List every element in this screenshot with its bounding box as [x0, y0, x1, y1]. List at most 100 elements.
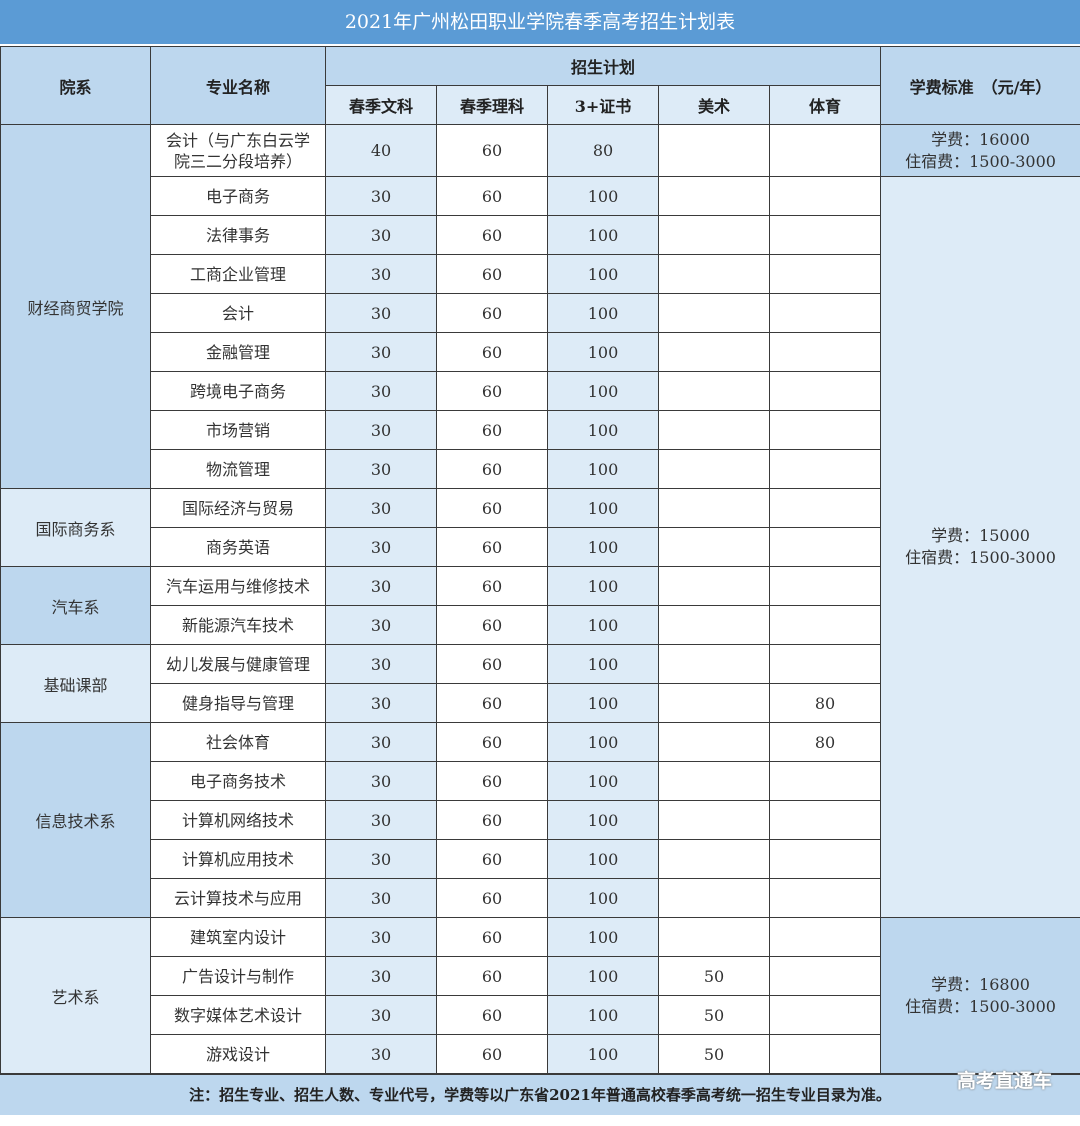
plan-value: 100: [547, 449, 659, 489]
tuition-fee: 学费：16000: [931, 129, 1030, 149]
plan-value: 30: [325, 800, 437, 840]
plan-value: 40: [325, 124, 437, 177]
plan-value: 30: [325, 839, 437, 879]
plan-value: 100: [547, 800, 659, 840]
major-name: 商务英语: [150, 527, 326, 567]
enrollment-table: 院系 专业名称 招生计划 学费标准 （元/年） 春季文科 春季理科 3+证书 美…: [0, 46, 1080, 1074]
lodging-fee: 住宿费：1500-3000: [905, 548, 1056, 567]
plan-value: 100: [547, 410, 659, 450]
header-plan: 招生计划: [324, 46, 882, 86]
plan-value: [658, 722, 770, 762]
plan-value: 100: [547, 566, 659, 606]
table-row: 商务英语 30 60 100: [1, 527, 1080, 567]
plan-value: 30: [325, 917, 437, 957]
plan-value: [768, 917, 882, 957]
plan-value: 30: [325, 332, 437, 372]
major-name: 汽车运用与维修技术: [150, 566, 326, 606]
plan-value: 60: [436, 176, 548, 216]
table-row: 广告设计与制作 30 60 100 50: [1, 956, 1080, 996]
plan-value: 60: [436, 644, 548, 684]
lodging-fee: 住宿费：1500-3000: [905, 996, 1056, 1016]
header-plan-col: 3+证书: [547, 85, 659, 125]
header-plan-col: 春季文科: [325, 85, 437, 125]
major-name: 电子商务技术: [150, 761, 326, 801]
plan-value: 60: [436, 254, 548, 294]
plan-value: [658, 800, 770, 840]
plan-value: 30: [325, 761, 437, 801]
plan-value: 60: [436, 332, 548, 372]
plan-value: 100: [547, 761, 659, 801]
plan-value: [768, 1034, 882, 1074]
plan-value: 30: [325, 605, 437, 645]
plan-value: 60: [436, 1034, 548, 1074]
plan-value: 50: [658, 1034, 770, 1074]
plan-value: 30: [325, 644, 437, 684]
table-row: 基础课部 幼儿发展与健康管理 30 60 100: [0, 644, 1080, 723]
table-row: 工商企业管理 30 60 100: [1, 254, 1080, 294]
plan-value: [658, 410, 770, 450]
table-row: 计算机网络技术 30 60 100: [1, 800, 1080, 840]
plan-value: 100: [547, 878, 659, 918]
plan-value: 100: [547, 722, 659, 762]
table-row: 健身指导与管理 30 60 100 80: [1, 683, 1080, 723]
major-name: 市场营销: [150, 410, 326, 450]
plan-value: [768, 293, 882, 333]
plan-value: 30: [325, 566, 437, 606]
plan-value: 60: [436, 566, 548, 606]
table-row: 国际商务系 国际经济与贸易 30 60 100: [0, 488, 1080, 567]
plan-value: 60: [436, 410, 548, 450]
plan-value: 80: [547, 124, 659, 177]
department-cell: 财经商贸学院: [0, 124, 151, 489]
plan-value: 100: [547, 293, 659, 333]
plan-value: 100: [547, 605, 659, 645]
plan-value: 50: [658, 956, 770, 996]
plan-value: 100: [547, 683, 659, 723]
plan-value: [768, 449, 882, 489]
major-name: 数字媒体艺术设计: [150, 995, 326, 1035]
plan-value: 60: [436, 956, 548, 996]
plan-value: 30: [325, 527, 437, 567]
header-plan-col: 美术: [658, 85, 770, 125]
plan-value: 60: [436, 293, 548, 333]
table-row: 游戏设计 30 60 100 50: [1, 1034, 1080, 1074]
table-row: 市场营销 30 60 100: [1, 410, 1080, 450]
plan-value: 30: [325, 995, 437, 1035]
plan-value: 100: [547, 332, 659, 372]
plan-value: 100: [547, 488, 659, 528]
plan-value: 100: [547, 215, 659, 255]
major-name: 金融管理: [150, 332, 326, 372]
plan-value: [658, 644, 770, 684]
table-row: 汽车系 汽车运用与维修技术 30 60 100: [0, 566, 1080, 645]
plan-value: [658, 332, 770, 372]
plan-value: 60: [436, 878, 548, 918]
plan-value: [658, 839, 770, 879]
major-name: 计算机网络技术: [150, 800, 326, 840]
plan-value: 30: [325, 371, 437, 411]
table-row: 法律事务 30 60 100: [1, 215, 1080, 255]
plan-value: 100: [547, 995, 659, 1035]
plan-value: [768, 839, 882, 879]
plan-value: [658, 527, 770, 567]
plan-value: [658, 449, 770, 489]
plan-value: 30: [325, 683, 437, 723]
table-row: 计算机应用技术 30 60 100: [1, 839, 1080, 879]
major-name: 跨境电子商务: [150, 371, 326, 411]
department-cell: 国际商务系: [0, 488, 151, 567]
plan-value: [768, 410, 882, 450]
plan-value: 30: [325, 176, 437, 216]
major-name: 电子商务: [150, 176, 326, 216]
plan-value: 100: [547, 176, 659, 216]
table-row: 财经商贸学院 会计（与广东白云学院三二分段培养） 40 60 80 学费：16000 住宿费…: [0, 124, 1080, 489]
header-department: 院系: [0, 46, 151, 125]
department-cell: 艺术系: [0, 917, 151, 1074]
plan-value: [658, 176, 770, 216]
plan-value: [768, 332, 882, 372]
plan-value: [768, 371, 882, 411]
plan-value: [768, 124, 882, 177]
major-name: 社会体育: [150, 722, 326, 762]
plan-value: [658, 605, 770, 645]
plan-value: [658, 371, 770, 411]
plan-value: [658, 488, 770, 528]
department-cell: 信息技术系: [0, 722, 151, 918]
header-plan-col: 春季理科: [436, 85, 548, 125]
